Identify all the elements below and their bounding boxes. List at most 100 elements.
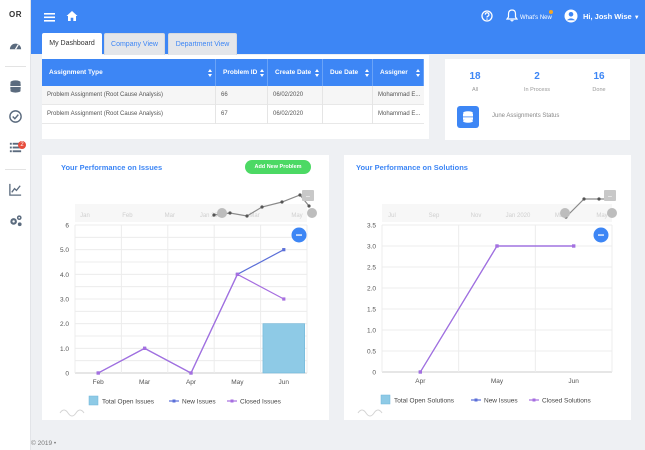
table-cell: 06/02/2020: [268, 105, 323, 124]
navigator-handle-right: [307, 208, 317, 218]
column-header-create-date[interactable]: Create Date: [268, 59, 323, 86]
home-icon[interactable]: [66, 10, 78, 22]
solutions-chart-card: Your Performance on Solutions Jul Sep Nov J…: [344, 155, 631, 420]
bell-icon[interactable]: [506, 9, 518, 22]
x-tick-label: May: [231, 379, 244, 386]
navigator-label: Jan 2020: [200, 213, 225, 219]
y-tick-label: 1.0: [367, 328, 376, 335]
y-tick-label: 5.0: [60, 247, 69, 254]
navigator-handle-left: [217, 208, 227, 218]
y-tick-label: 2.0: [367, 286, 376, 293]
check-circle-icon[interactable]: [8, 109, 23, 124]
whats-new-link[interactable]: What's New: [520, 15, 552, 21]
tab-department-view[interactable]: Department View: [168, 33, 237, 55]
sort-icon: [315, 69, 319, 77]
help-icon[interactable]: [481, 10, 493, 22]
column-header-assigner[interactable]: Assigner: [373, 59, 424, 86]
minus-icon: [598, 234, 604, 236]
logo: OR: [9, 10, 22, 19]
column-label: Due Date: [330, 69, 359, 76]
x-tick-label: Apr: [186, 379, 197, 386]
caret-down-icon: ▼: [633, 15, 640, 21]
navigator-line: [565, 198, 606, 218]
user-menu[interactable]: Hi, Josh Wise ▼: [583, 12, 640, 21]
y-tick-label: 2.5: [367, 265, 376, 272]
data-point: [189, 371, 193, 375]
navigator-point: [260, 205, 264, 209]
list-icon[interactable]: [8, 140, 23, 155]
data-point: [572, 244, 576, 248]
legend-label: New Issues: [484, 398, 518, 405]
chart-credits-icon: [357, 409, 383, 417]
navigator-point: [212, 213, 216, 217]
navigator-label: Nov: [471, 213, 482, 219]
table-row[interactable]: Problem Assignment (Root Cause Analysis)…: [42, 105, 424, 124]
stat-in-process-value: 2: [534, 71, 540, 82]
y-tick-label: 3.0: [60, 297, 69, 304]
add-new-problem-button[interactable]: Add New Problem: [245, 160, 311, 174]
legend-label: Total Open Solutions: [394, 398, 455, 405]
assignments-table: Assignment Type Problem ID Create Date D…: [42, 55, 429, 139]
navigator-point: [280, 200, 284, 204]
dashboard-icon[interactable]: [8, 38, 23, 53]
column-label: Assignment Type: [49, 69, 103, 76]
sort-icon: [416, 69, 420, 77]
navigator-band: [75, 204, 307, 222]
navigator-point: [597, 197, 601, 201]
tab-company-view[interactable]: Company View: [104, 33, 165, 55]
bar: [262, 323, 305, 374]
table-cell: [323, 105, 373, 124]
column-header-problem-id[interactable]: Problem ID: [216, 59, 268, 86]
sidebar: OR 2: [0, 0, 31, 450]
user-greeting: Hi, Josh Wise: [583, 12, 632, 21]
trend-chart-icon[interactable]: [8, 182, 23, 197]
navigator-label: Feb: [122, 213, 133, 219]
table-cell: Problem Assignment (Root Cause Analysis): [42, 86, 216, 105]
table-cell: [323, 86, 373, 105]
hamburger-menu-icon[interactable]: [44, 12, 55, 22]
export-menu-glyph: –: [608, 193, 612, 200]
sidebar-divider: [5, 169, 26, 170]
issues-chart-card: Your Performance on Issues Add New Probl…: [42, 155, 329, 420]
data-point: [143, 346, 147, 350]
data-point: [96, 371, 100, 375]
solutions-chart: Jul Sep Nov Jan 2020 Mar May – 0 0.5 1.0 1.5 2.0 2.5…: [357, 190, 617, 417]
legend-swatch-bar: [88, 395, 99, 406]
avatar[interactable]: [564, 9, 578, 23]
table-header: Assignment Type Problem ID Create Date D…: [42, 59, 424, 86]
y-tick-label: 3.5: [367, 223, 376, 230]
x-tick-label: Feb: [93, 379, 105, 386]
tab-my-dashboard[interactable]: My Dashboard: [42, 33, 102, 55]
navigator-label: May: [291, 213, 302, 219]
cogs-icon[interactable]: [8, 213, 23, 228]
column-header-due-date[interactable]: Due Date: [323, 59, 373, 86]
y-tick-label: 1.5: [367, 307, 376, 314]
sort-icon: [365, 69, 369, 77]
table-cell: 67: [216, 105, 268, 124]
table-cell: Problem Assignment (Root Cause Analysis): [42, 105, 216, 124]
legend-swatch-marker: [230, 399, 234, 403]
assignment-status-card: 18 All 2 In Process 16 Done June Assignm…: [445, 59, 630, 140]
x-tick-label: Apr: [415, 378, 426, 385]
table-cell: Mohammad E...: [378, 92, 421, 98]
x-tick-label: Mar: [139, 379, 151, 386]
navigator-handle-right: [607, 208, 617, 218]
y-tick-label: 4.0: [60, 272, 69, 279]
export-menu-icon: [302, 190, 314, 201]
stat-all-label: All: [471, 87, 479, 93]
column-label: Create Date: [275, 69, 312, 76]
issues-chart-title: Your Performance on Issues: [61, 163, 163, 172]
database-icon[interactable]: [8, 79, 23, 94]
navigator-label: Sep: [429, 213, 440, 219]
sort-icon: [208, 69, 212, 77]
column-header-assignment-type[interactable]: Assignment Type: [42, 59, 216, 86]
export-menu-glyph: –: [306, 193, 310, 200]
column-label: Assigner: [380, 69, 408, 76]
legend-label: New Issues: [182, 399, 216, 406]
table-row[interactable]: Problem Assignment (Root Cause Analysis)…: [42, 86, 424, 105]
x-tick-label: Jun: [279, 379, 290, 386]
navigator-label: Mar: [165, 213, 175, 219]
y-tick-label: 0.5: [367, 349, 376, 356]
navigator-label: May: [596, 213, 607, 219]
heart-icon: •: [53, 440, 57, 447]
